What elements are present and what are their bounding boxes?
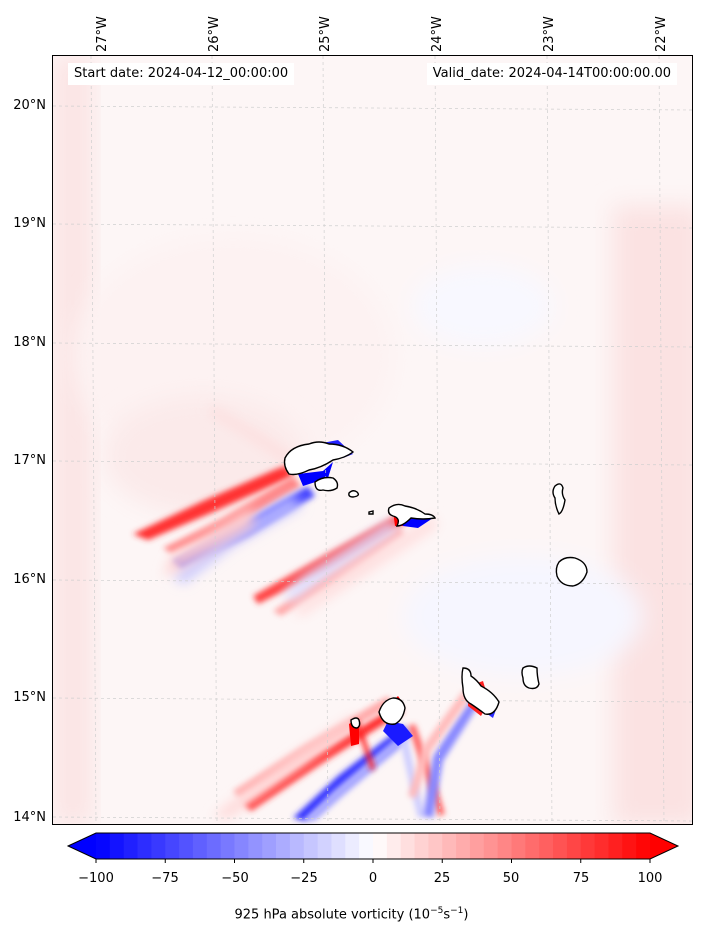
colorbar-extend-max xyxy=(650,833,678,859)
colorbar-band xyxy=(331,833,346,859)
colorbar xyxy=(66,832,680,863)
lat-label-20n: 20°N xyxy=(13,98,46,113)
colorbar-band xyxy=(109,833,125,859)
colorbar-label: 925 hPa absolute vorticity (10−5s−1) xyxy=(234,906,469,923)
colorbar-band xyxy=(359,833,374,859)
island-sao-vicente xyxy=(314,476,339,492)
colorbar-band xyxy=(303,833,319,859)
colorbar-band xyxy=(636,833,651,859)
cbar-tick-label: −100 xyxy=(78,871,114,886)
graticule xyxy=(53,56,692,824)
colorbar-band xyxy=(317,833,333,859)
colorbar-band xyxy=(345,833,360,859)
island-boa-vista xyxy=(555,556,588,587)
colorbar-band xyxy=(276,833,291,859)
colorbar-band xyxy=(289,833,305,859)
colorbar-band xyxy=(137,833,152,859)
colorbar-band xyxy=(220,833,236,859)
colorbar-band xyxy=(414,833,429,859)
colorbar-band xyxy=(483,833,499,859)
cbar-tick-label: −75 xyxy=(151,871,179,886)
colorbar-band xyxy=(206,833,222,859)
colorbar-band xyxy=(373,833,388,859)
lat-label-18n: 18°N xyxy=(13,335,46,350)
colorbar-band xyxy=(580,833,596,859)
colorbar-extend-min xyxy=(68,833,96,859)
colorbar-band xyxy=(179,833,194,859)
vorticity-map xyxy=(53,56,692,824)
lat-label-19n: 19°N xyxy=(13,216,46,231)
colorbar-band xyxy=(192,833,208,859)
colorbar-band xyxy=(386,833,402,859)
colorbar-band xyxy=(248,833,263,859)
wake-streaks-north xyxy=(133,406,438,616)
island-fogo xyxy=(378,697,406,725)
colorbar-band xyxy=(234,833,249,859)
lat-label-16n: 16°N xyxy=(13,572,46,587)
background-field xyxy=(53,56,692,824)
colorbar-band xyxy=(539,833,554,859)
colorbar-band xyxy=(608,833,623,859)
colorbar-band xyxy=(497,833,513,859)
colorbar-band xyxy=(123,833,139,859)
colorbar-band xyxy=(511,833,526,859)
colorbar-band xyxy=(566,833,582,859)
colorbar-band xyxy=(456,833,471,859)
island-maio xyxy=(521,665,540,690)
island-brava xyxy=(350,717,361,729)
colorbar-band xyxy=(469,833,485,859)
colorbar-band xyxy=(553,833,568,859)
colorbar-band xyxy=(151,833,166,859)
colorbar-band xyxy=(96,833,111,859)
island-santo-antao xyxy=(283,441,355,476)
island-sal xyxy=(552,483,566,515)
colorbar-band xyxy=(262,833,277,859)
lat-label-17n: 17°N xyxy=(13,453,46,468)
wake-streaks-south xyxy=(213,691,481,821)
colorbar-band xyxy=(622,833,637,859)
colorbar-tickmarks xyxy=(95,859,651,863)
colorbar-band xyxy=(428,833,443,859)
island-santiago xyxy=(461,667,500,715)
island-raso xyxy=(368,510,374,515)
map-panel xyxy=(52,55,693,825)
colorbar-band xyxy=(525,833,540,859)
cbar-tick-label: 75 xyxy=(572,871,590,886)
cbar-tick-label: 25 xyxy=(433,871,451,886)
valid-date-box: Valid_date: 2024-04-14T00:00:00.00 xyxy=(426,63,677,85)
lat-label-15n: 15°N xyxy=(13,690,46,705)
colorbar-band xyxy=(165,833,180,859)
lat-label-14n: 14°N xyxy=(13,810,46,825)
start-date-box: Start date: 2024-04-12_00:00:00 xyxy=(68,63,295,85)
cbar-tick-label: −50 xyxy=(221,871,249,886)
island-sao-nicolau xyxy=(387,503,437,527)
colorbar-bands xyxy=(68,833,678,859)
cbar-tick-label: 50 xyxy=(502,871,520,886)
island-santa-luzia xyxy=(348,490,360,498)
colorbar-band xyxy=(400,833,416,859)
coastlines xyxy=(283,441,588,729)
colorbar-band xyxy=(442,833,457,859)
cbar-tick-label: 100 xyxy=(637,871,663,886)
cbar-tick-label: 0 xyxy=(368,871,378,886)
colorbar-band xyxy=(594,833,610,859)
cbar-tick-label: −25 xyxy=(290,871,318,886)
